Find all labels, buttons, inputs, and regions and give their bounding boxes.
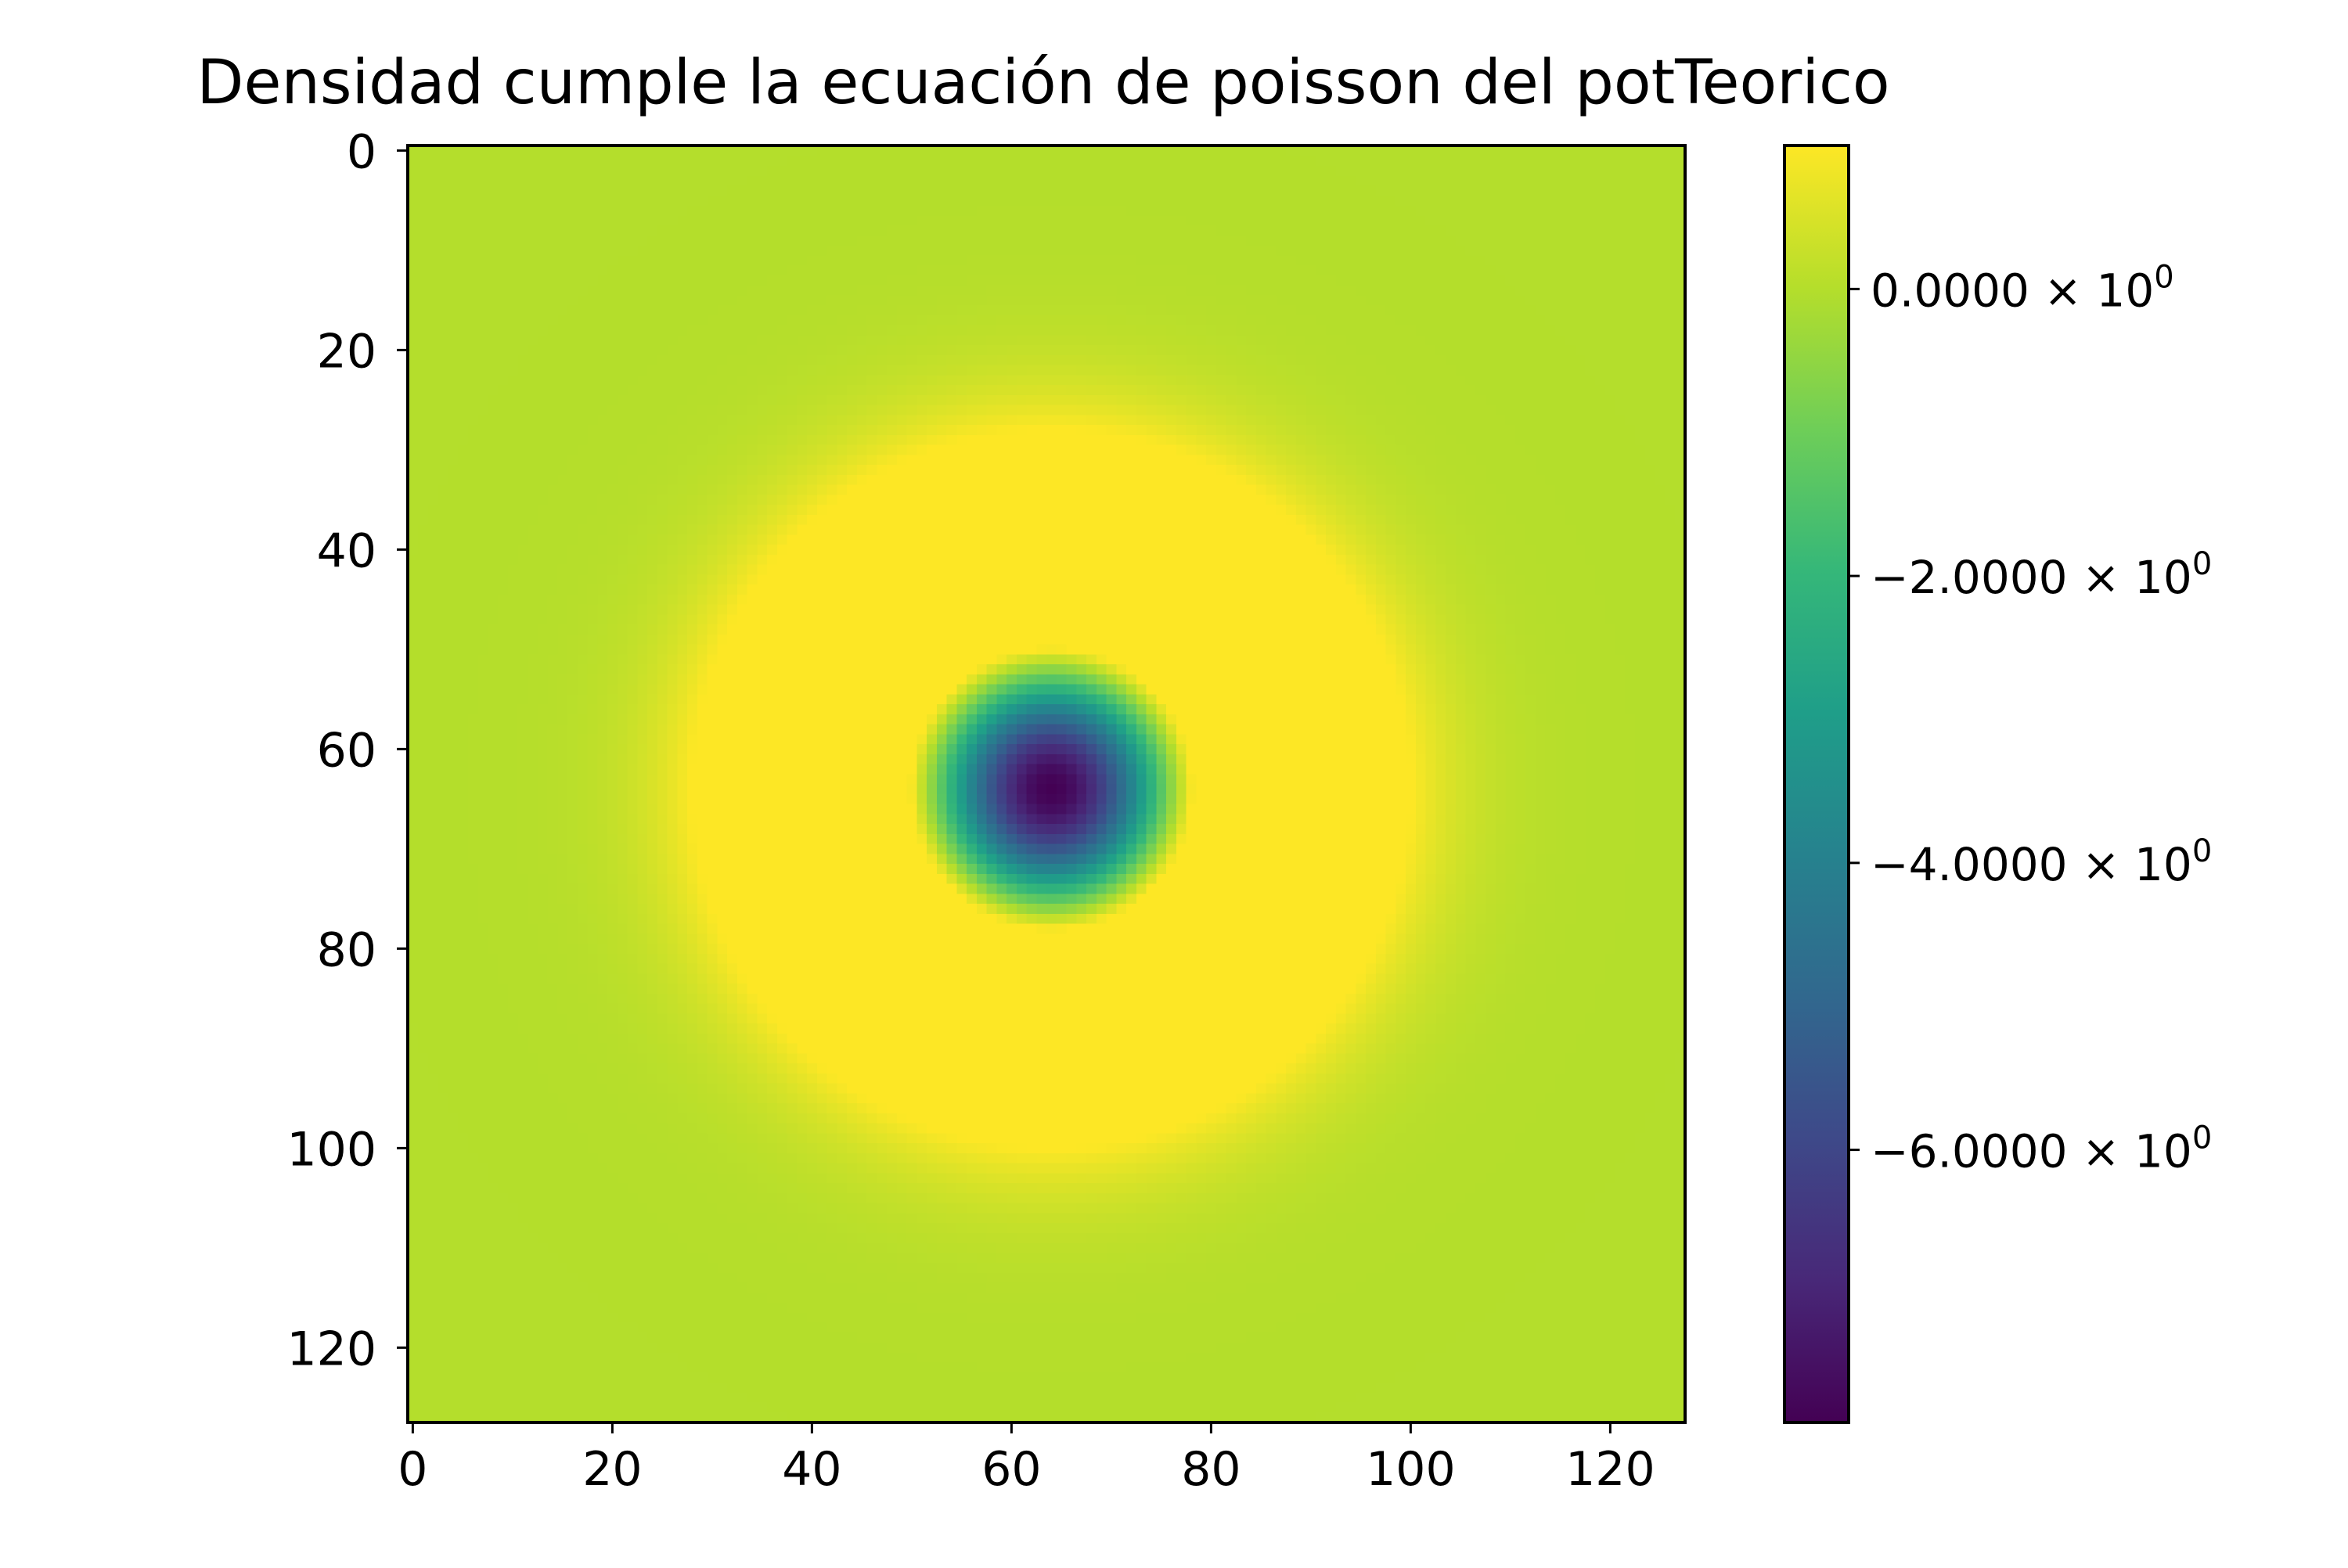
x-tick-label: 60 [981,1442,1041,1497]
colorbar-ticks: 0.0000 × 100 −2.0000 × 100 −4.0000 × 100 −6… [1849,259,2212,1178]
y-tick-label: 40 [317,523,376,578]
y-tick-label: 0 [347,124,376,179]
x-tick-label: 120 [1565,1442,1655,1497]
colorbar-tick-label: 0.0000 × 100 [1871,259,2174,317]
plot-area [406,144,1687,1424]
x-tick-label: 100 [1366,1442,1456,1497]
y-tick-label: 100 [286,1122,376,1177]
x-tick-label: 20 [582,1442,642,1497]
y-axis: 0 20 40 60 80 100 120 [286,124,408,1376]
y-tick-label: 20 [317,324,376,379]
heatmap-image [408,146,1685,1422]
x-axis: 0 20 40 60 80 100 120 [398,1422,1655,1497]
x-tick-label: 0 [398,1442,427,1497]
x-tick-label: 40 [782,1442,841,1497]
x-tick-label: 80 [1181,1442,1241,1497]
chart-title: Densidad cumple la ecuación de poisson d… [196,48,1889,118]
colorbar-tick-label: −6.0000 × 100 [1871,1120,2212,1178]
y-tick-label: 60 [317,723,376,778]
colorbar-frame [1783,144,1850,1424]
colorbar-tick-label: −2.0000 × 100 [1871,546,2212,604]
y-tick-label: 80 [317,922,376,977]
colorbar: 0.0000 × 100 −2.0000 × 100 −4.0000 × 100 −6… [1783,144,2212,1424]
colorbar-tick-label: −4.0000 × 100 [1871,833,2212,891]
colorbar-gradient [1784,146,1849,1422]
plot-frame [406,144,1687,1424]
y-tick-label: 120 [286,1322,376,1376]
